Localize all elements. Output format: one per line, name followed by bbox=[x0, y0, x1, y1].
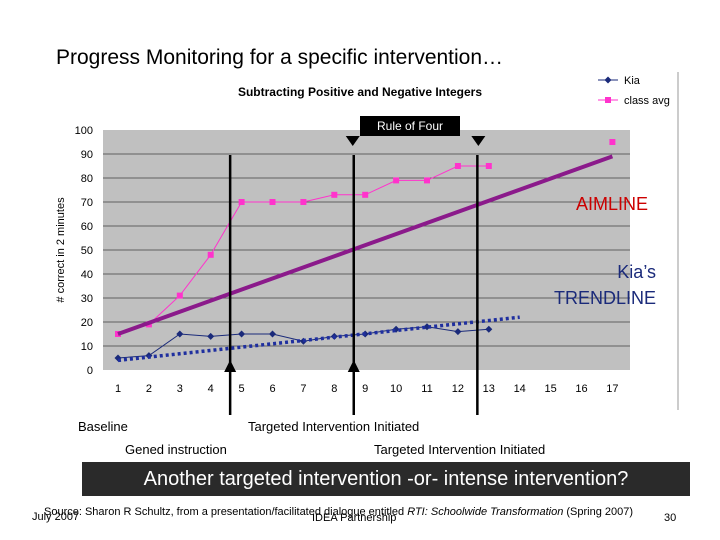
x-tick-label: 5 bbox=[239, 383, 245, 395]
rule-arrow-right bbox=[471, 136, 486, 146]
data-point bbox=[176, 292, 183, 299]
x-tick-label: 13 bbox=[483, 383, 495, 395]
baseline-label: Baseline bbox=[78, 419, 128, 434]
targeted-intervention-label-2: Targeted Intervention Initiated bbox=[374, 442, 546, 457]
data-point bbox=[238, 330, 246, 338]
x-tick-label: 16 bbox=[575, 383, 587, 395]
x-tick-label: 7 bbox=[300, 383, 306, 395]
x-tick-label: 10 bbox=[390, 383, 402, 395]
data-point bbox=[269, 330, 276, 338]
data-point bbox=[362, 191, 369, 198]
x-tick-label: 9 bbox=[362, 383, 368, 395]
y-tick-label: 0 bbox=[87, 365, 93, 377]
footer-source: Source: Sharon R Schultz, from a present… bbox=[44, 506, 633, 518]
x-tick-label: 1 bbox=[115, 383, 121, 395]
legend-label: class avg bbox=[624, 95, 670, 107]
trend-lines bbox=[117, 154, 614, 363]
source-title: RTI: Schoolwide Transformation bbox=[407, 506, 564, 518]
y-tick-label: 40 bbox=[81, 269, 93, 281]
bottom-arrow bbox=[347, 360, 360, 372]
legend-marker bbox=[605, 97, 611, 103]
aimline bbox=[117, 154, 614, 336]
trendline-label-line2: TRENDLINE bbox=[553, 288, 656, 308]
data-point bbox=[207, 332, 215, 340]
legend-label: Kia bbox=[624, 75, 641, 87]
source-suffix: (Spring 2007) bbox=[563, 506, 634, 518]
data-point bbox=[393, 177, 400, 184]
y-tick-label: 30 bbox=[81, 293, 93, 305]
y-tick-label: 20 bbox=[81, 317, 93, 329]
x-tick-label: 6 bbox=[269, 383, 275, 395]
y-tick-label: 70 bbox=[81, 197, 93, 209]
x-tick-label: 8 bbox=[331, 383, 337, 395]
data-point bbox=[238, 199, 245, 205]
question-banner: Another targeted intervention -or- inten… bbox=[82, 462, 690, 496]
data-point bbox=[454, 328, 462, 336]
slide-title: Progress Monitoring for a specific inter… bbox=[56, 46, 504, 69]
footer-org: IDEA Partnership bbox=[312, 512, 397, 524]
trendline-label-line1: Kia’s bbox=[617, 262, 656, 282]
legend: Kia class avg bbox=[598, 75, 670, 107]
source-prefix: Source: Sharon R Schultz, from a present… bbox=[44, 506, 408, 518]
x-tick-label: 17 bbox=[606, 383, 618, 395]
x-tick-label: 11 bbox=[421, 383, 432, 395]
data-point bbox=[485, 325, 493, 333]
rule-arrow-left bbox=[345, 136, 360, 146]
bottom-arrow bbox=[224, 360, 237, 372]
x-tick-labels: 1 2 3 4 5 6 7 8 9 10 11 12 13 14 15 16 17 bbox=[115, 383, 619, 395]
aimline-label: AIMLINE bbox=[575, 194, 648, 214]
x-tick-label: 15 bbox=[544, 383, 556, 395]
y-tick-label: 10 bbox=[81, 341, 93, 353]
data-point bbox=[176, 330, 184, 338]
data-point bbox=[269, 199, 276, 205]
data-point bbox=[424, 177, 430, 184]
y-tick-label: 90 bbox=[81, 149, 93, 161]
footer-page-number: 30 bbox=[664, 512, 677, 524]
x-tick-label: 2 bbox=[146, 383, 152, 395]
x-tick-label: 14 bbox=[514, 383, 526, 395]
x-tick-label: 12 bbox=[452, 383, 464, 395]
data-point bbox=[300, 199, 307, 205]
chart-title: Subtracting Positive and Negative Intege… bbox=[238, 85, 482, 99]
y-tick-label: 80 bbox=[81, 173, 93, 185]
footer-date: July 2007 bbox=[32, 511, 80, 523]
data-point bbox=[207, 251, 214, 258]
x-tick-label: 4 bbox=[208, 383, 214, 395]
rule-of-four-label: Rule of Four bbox=[360, 116, 460, 136]
y-axis-label: # correct in 2 minutes bbox=[55, 197, 67, 303]
targeted-intervention-label-1: Targeted Intervention Initiated bbox=[248, 419, 420, 434]
gened-label: Gened instruction bbox=[125, 442, 227, 457]
data-point bbox=[485, 163, 492, 169]
intervention-lines bbox=[224, 136, 486, 415]
data-point bbox=[609, 139, 616, 145]
trendline bbox=[117, 315, 520, 363]
gridlines bbox=[103, 153, 630, 347]
data-point bbox=[454, 163, 461, 169]
y-tick-labels: 0 10 20 30 40 50 60 70 80 90 100 bbox=[75, 125, 93, 377]
legend-marker bbox=[604, 76, 612, 84]
y-tick-label: 50 bbox=[81, 245, 93, 257]
x-tick-label: 3 bbox=[177, 383, 183, 395]
y-tick-label: 60 bbox=[81, 221, 93, 233]
y-tick-label: 100 bbox=[75, 125, 93, 137]
data-point bbox=[331, 191, 338, 198]
